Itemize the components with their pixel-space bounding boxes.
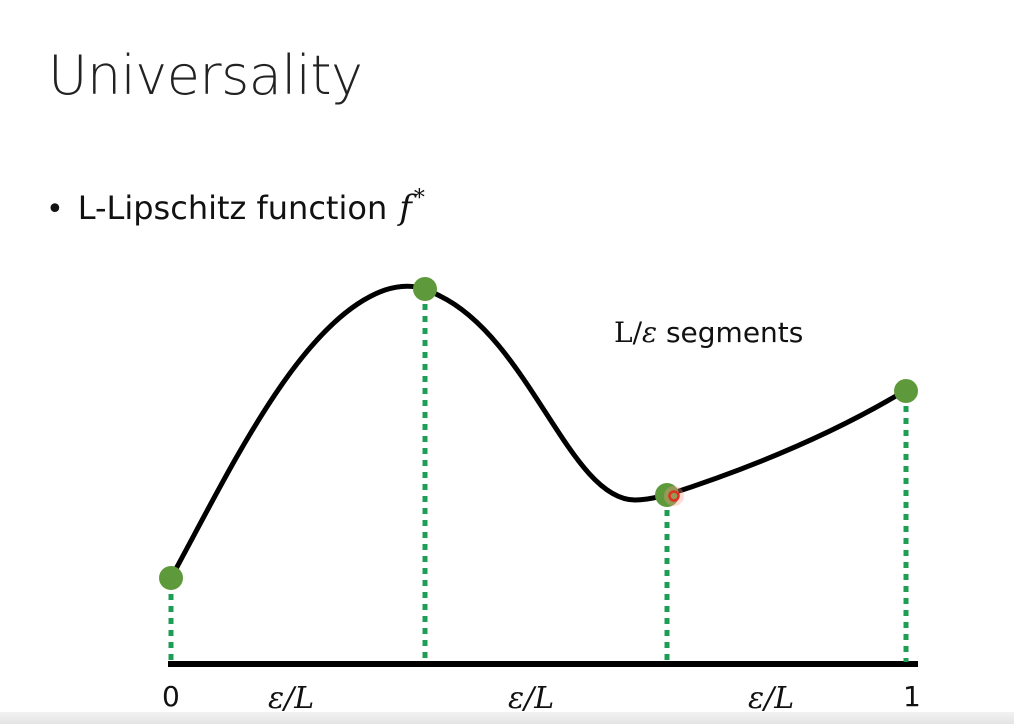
bottom-bar <box>0 712 1014 724</box>
segments-label-slash: / <box>632 316 643 349</box>
bullet-item: • L-Lipschitz function f* <box>46 186 425 228</box>
segment-label-2: ε/L <box>508 681 554 716</box>
sample-point-1 <box>413 277 437 301</box>
segments-label-L: L <box>614 316 633 349</box>
cursor-glow-icon <box>664 486 684 506</box>
sample-point-3 <box>894 379 918 403</box>
segment-label-3: ε/L <box>748 681 794 716</box>
segments-label: L/ε segments <box>614 316 803 349</box>
bullet-text: L-Lipschitz function <box>77 189 388 227</box>
slide-title: Universality <box>48 44 363 107</box>
bullet-math-f-star: f* <box>399 186 425 228</box>
axis-label-0: 0 <box>162 680 180 713</box>
segments-label-rest: segments <box>657 316 804 349</box>
math-f: f <box>399 188 412 228</box>
segments-label-eps: ε <box>642 316 658 349</box>
bullet-dot-icon: • <box>46 192 64 227</box>
cursor-dot-icon <box>668 490 680 502</box>
sample-point-0 <box>159 566 183 590</box>
function-curve <box>168 283 909 581</box>
math-star: * <box>413 186 425 211</box>
axis-label-1: 1 <box>903 680 921 713</box>
segment-label-1: ε/L <box>268 681 314 716</box>
